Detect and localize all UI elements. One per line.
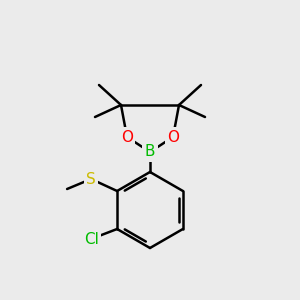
Text: Cl: Cl: [84, 232, 98, 247]
Text: O: O: [121, 130, 133, 145]
Text: O: O: [167, 130, 179, 145]
Text: S: S: [86, 172, 96, 187]
Text: B: B: [145, 145, 155, 160]
